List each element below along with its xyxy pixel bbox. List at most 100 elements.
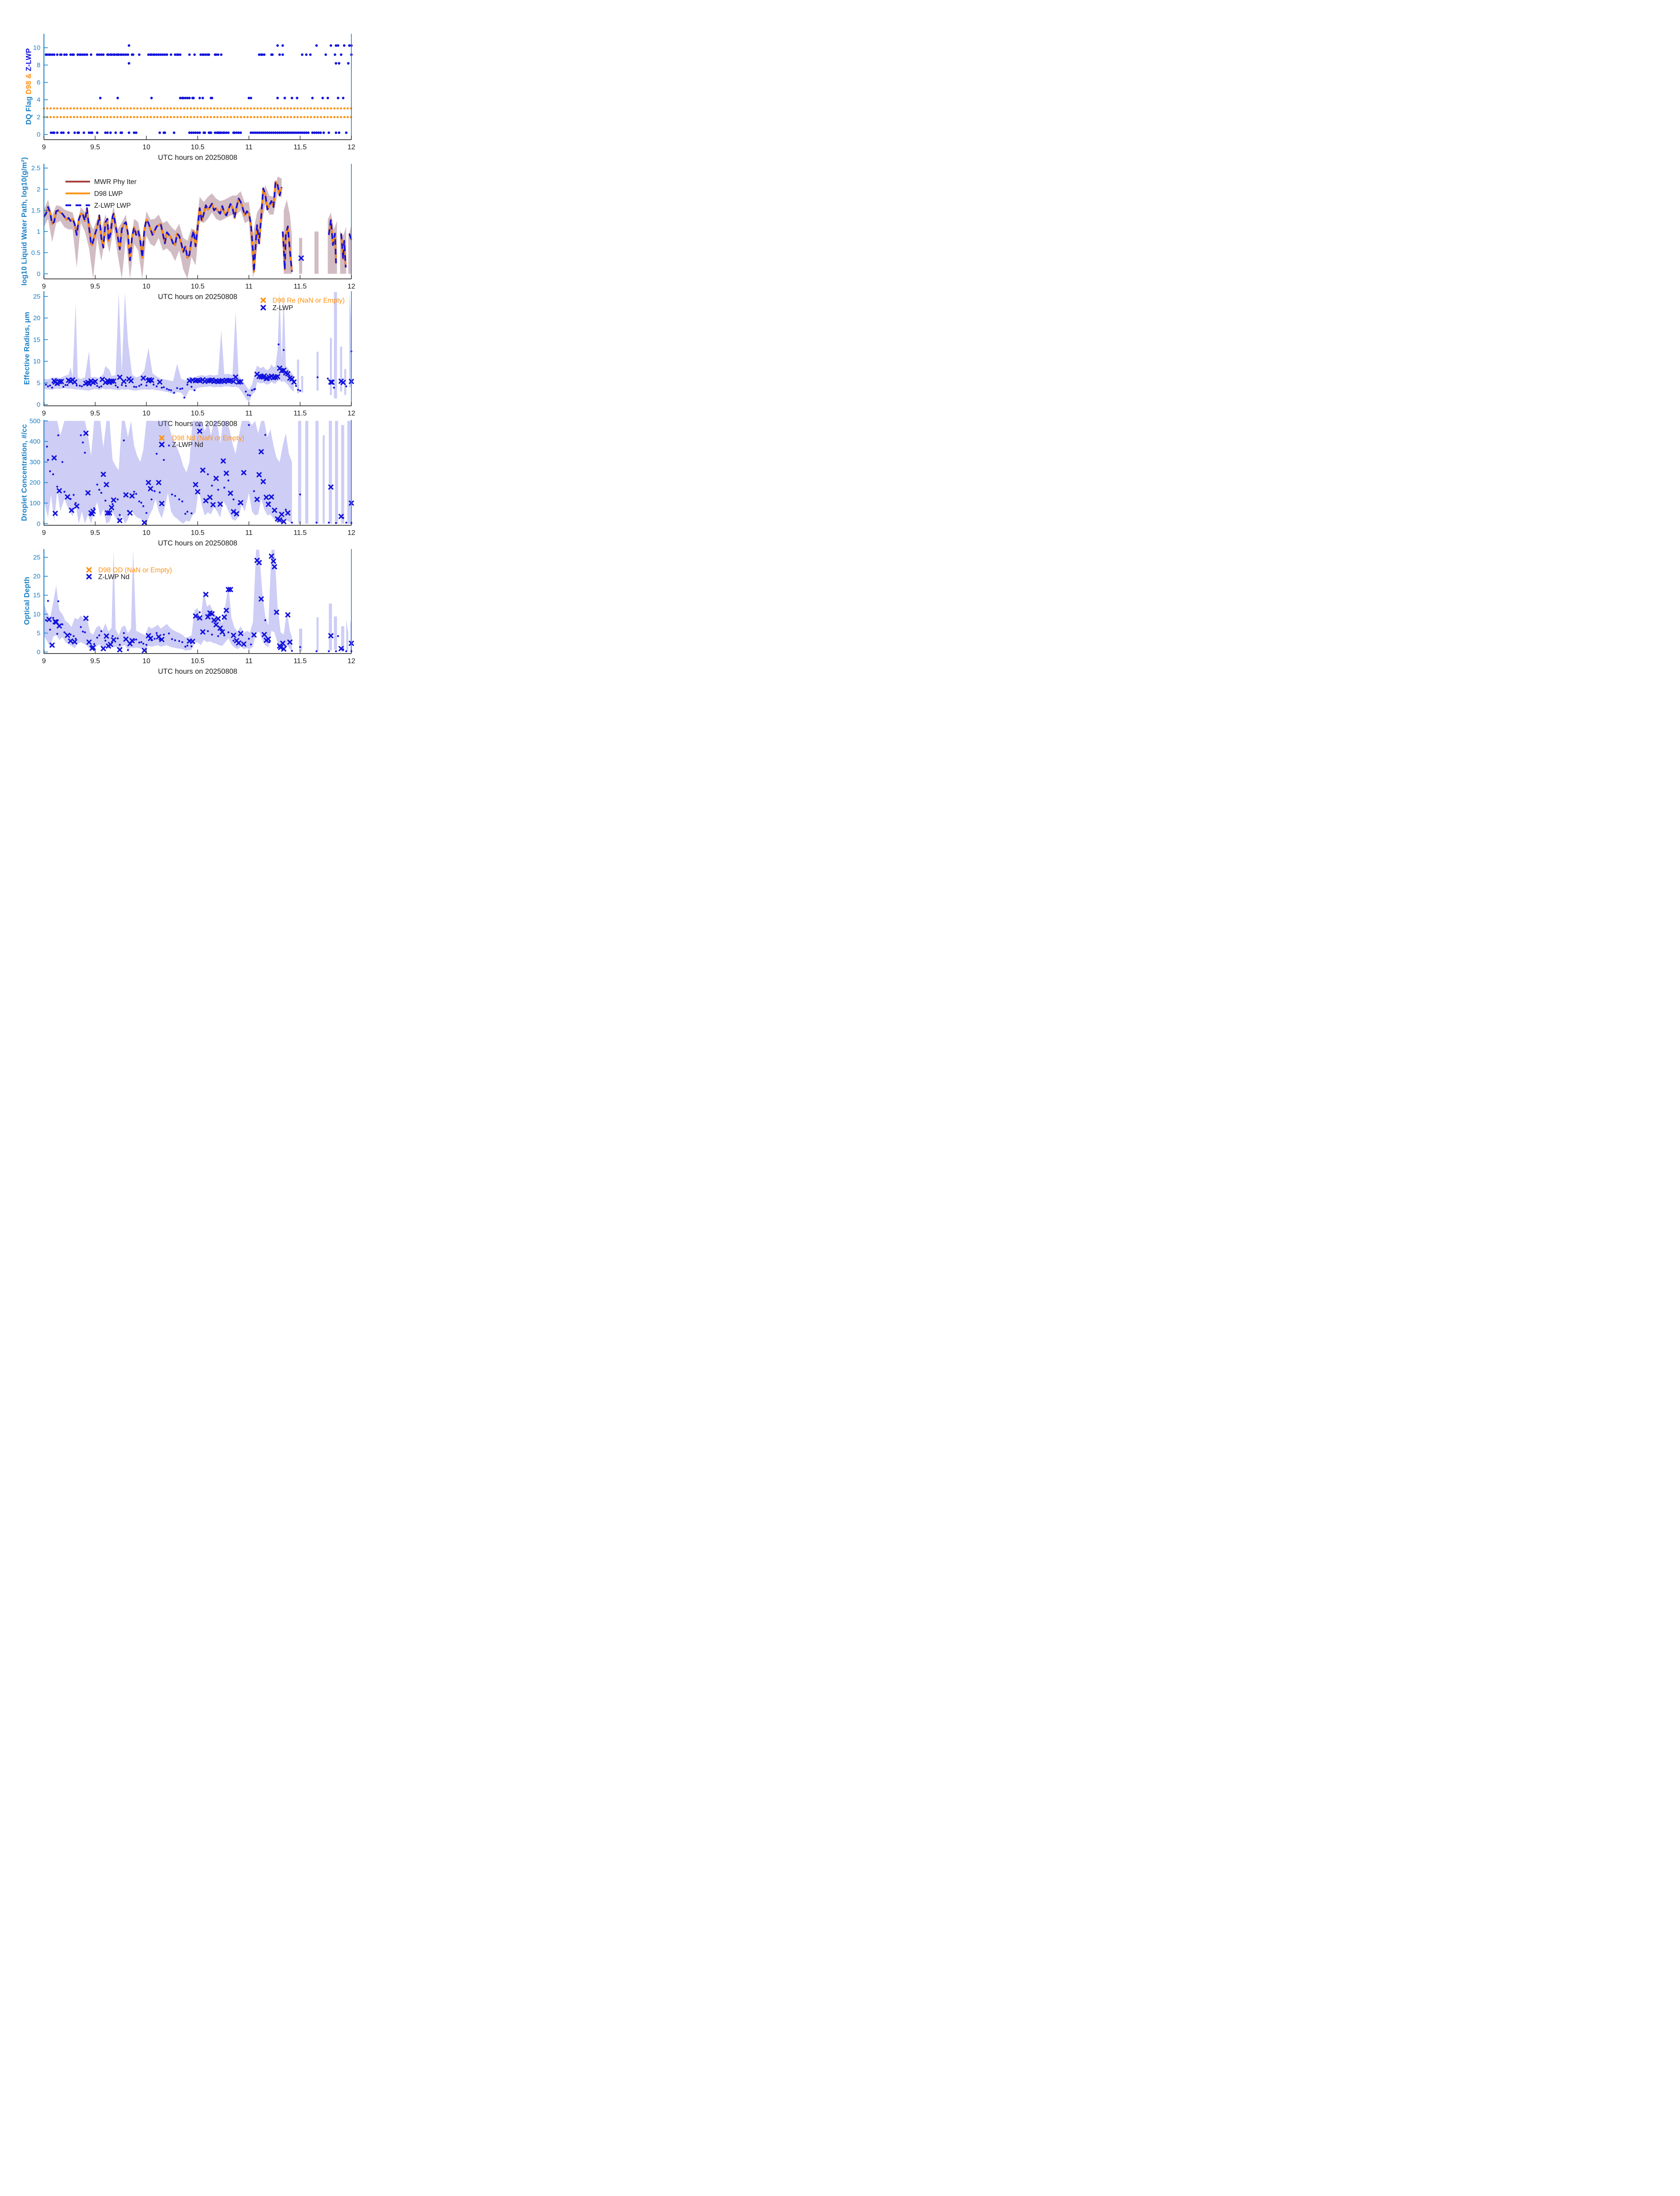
panel-droplet-concentration: 0 100 200 300 400 500 9 9.5 10 10.5 11 11.5 12 UTC ho… bbox=[29, 417, 355, 547]
x-marker bbox=[57, 488, 62, 494]
scatter-dot bbox=[199, 611, 201, 614]
scatter-dot bbox=[264, 433, 267, 436]
y-tick-label: 0 bbox=[37, 270, 40, 278]
scatter-dot bbox=[291, 650, 293, 652]
x-marker bbox=[51, 455, 57, 461]
legend-x-marker bbox=[260, 297, 266, 303]
scatter-dot bbox=[100, 630, 102, 632]
droplet-concentration-uncertainty-band bbox=[322, 435, 325, 524]
scatter-dot bbox=[174, 495, 176, 497]
zlwp-flag-dot bbox=[198, 131, 201, 134]
x-marker bbox=[269, 494, 274, 500]
y-tick-label: 0.5 bbox=[31, 249, 40, 256]
zlwp-flag-dot bbox=[127, 62, 130, 65]
zlwp-flag-dot bbox=[201, 97, 204, 100]
x-marker bbox=[231, 379, 236, 384]
scatter-dot bbox=[183, 397, 185, 399]
zlwp-flag-dot bbox=[199, 53, 202, 56]
x-marker bbox=[123, 636, 129, 642]
zlwp-flag-dot bbox=[182, 97, 185, 100]
y-tick-label: 100 bbox=[29, 499, 40, 507]
y-tick-label: 25 bbox=[33, 554, 40, 561]
zlwp-flag-dot bbox=[170, 53, 173, 56]
x-marker bbox=[83, 430, 89, 436]
zlwp-flag-dot bbox=[65, 53, 68, 56]
y-tick-label: 10 bbox=[33, 610, 40, 618]
x-marker bbox=[231, 509, 236, 514]
zlwp-flag-dot bbox=[301, 131, 303, 134]
scatter-dot bbox=[152, 383, 155, 386]
zlwp-flag-dot bbox=[329, 44, 332, 47]
scatter-dot bbox=[345, 385, 347, 387]
scatter-dot bbox=[159, 491, 161, 494]
zlwp-flag-dot bbox=[76, 53, 79, 56]
x-tick-label: 9 bbox=[42, 283, 46, 290]
x-marker bbox=[58, 379, 64, 384]
x-marker bbox=[272, 507, 277, 513]
x-marker bbox=[221, 614, 227, 620]
zlwp-flag-dot bbox=[311, 131, 314, 134]
scatter-dot bbox=[47, 459, 49, 461]
x-marker bbox=[231, 632, 236, 638]
scatter-dot bbox=[163, 633, 165, 636]
zlwp-flag-dot bbox=[327, 131, 330, 134]
scatter-dot bbox=[168, 389, 170, 391]
x-marker bbox=[121, 379, 126, 384]
zlwp-flag-dot bbox=[96, 131, 99, 134]
scatter-dot bbox=[155, 452, 158, 455]
droplet-concentration-uncertainty-band bbox=[315, 421, 319, 524]
zlwp-flag-dot bbox=[263, 53, 266, 56]
legend-label: Z-LWP LWP bbox=[94, 202, 131, 209]
x-marker bbox=[72, 379, 77, 385]
zlwp-flag-dot bbox=[296, 131, 300, 134]
scatter-dot bbox=[79, 385, 81, 387]
scatter-dot bbox=[238, 503, 240, 506]
x-marker bbox=[298, 255, 304, 261]
x-marker bbox=[224, 470, 229, 476]
x-marker bbox=[72, 639, 77, 645]
x-tick-label: 10 bbox=[142, 410, 150, 417]
x-marker bbox=[281, 519, 286, 524]
scatter-dot bbox=[142, 643, 145, 645]
x-marker bbox=[228, 491, 233, 496]
lwp-line bbox=[340, 233, 347, 268]
x-marker bbox=[197, 615, 202, 621]
zlwp-flag-dot bbox=[324, 53, 327, 56]
x-marker bbox=[275, 374, 280, 379]
zlwp-flag-dot bbox=[159, 53, 162, 56]
x-marker bbox=[234, 511, 239, 516]
lwp-uncertainty-band bbox=[348, 225, 351, 274]
lwp-line bbox=[282, 225, 293, 272]
effective-radius-uncertainty-band bbox=[334, 292, 337, 399]
x-marker bbox=[271, 558, 276, 564]
zlwp-flag-dot bbox=[284, 131, 287, 134]
scatter-dot bbox=[76, 384, 78, 386]
y-tick-label: 15 bbox=[33, 592, 40, 599]
x-marker bbox=[280, 640, 285, 646]
zlwp-flag-dot bbox=[276, 97, 279, 100]
legend-label: Z-LWP Nd bbox=[98, 573, 130, 581]
y-tick-label: 4 bbox=[37, 96, 40, 104]
x-marker bbox=[329, 379, 335, 385]
scatter-dot bbox=[217, 635, 219, 637]
x-tick-label: 10.5 bbox=[191, 657, 204, 665]
scatter-dot bbox=[79, 434, 82, 437]
x-marker bbox=[141, 520, 147, 525]
legend-x-marker bbox=[159, 441, 165, 448]
scatter-dot bbox=[64, 384, 67, 386]
x-marker bbox=[92, 379, 98, 384]
zlwp-flag-dot bbox=[188, 131, 191, 134]
scatter-dot bbox=[153, 638, 156, 640]
x-marker bbox=[257, 472, 262, 477]
scatter-dot bbox=[112, 503, 114, 506]
x-marker bbox=[200, 629, 206, 635]
zlwp-flag-dot bbox=[348, 44, 351, 47]
zlwp-flag-dot bbox=[335, 62, 337, 65]
scatter-dot bbox=[140, 502, 142, 504]
scatter-dot bbox=[328, 521, 330, 524]
zlwp-flag-dot bbox=[135, 131, 137, 134]
scatter-dot bbox=[62, 386, 65, 388]
y-tick-label: 200 bbox=[29, 479, 40, 487]
x-marker bbox=[148, 486, 153, 491]
zlwp-flag-dot bbox=[69, 53, 72, 56]
